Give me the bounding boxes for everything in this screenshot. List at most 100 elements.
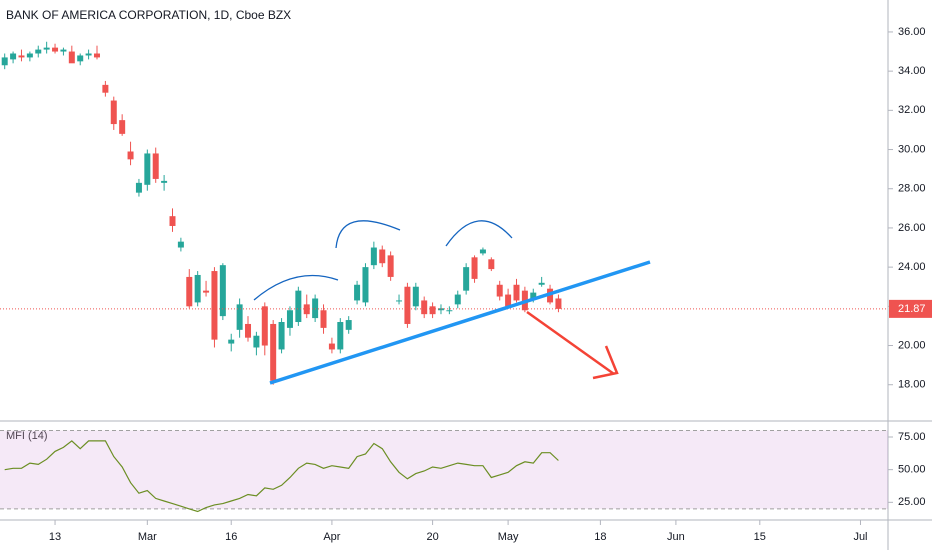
candle-body [68, 51, 75, 64]
x-tick-label: May [498, 531, 519, 543]
x-tick-label: Jun [667, 531, 685, 543]
candle-body [135, 182, 142, 193]
shoulder-arc [253, 274, 339, 301]
x-tick-label: 18 [594, 531, 606, 543]
arrow-line [526, 310, 615, 376]
candle-body [320, 310, 327, 328]
x-tick-label: Apr [323, 531, 340, 543]
y-tick-label: 36.00 [898, 26, 926, 38]
candle-body [404, 286, 411, 324]
candle-body [278, 322, 285, 350]
candle-body [530, 292, 537, 299]
trend-line [269, 260, 651, 385]
candle-body [538, 282, 545, 285]
candle-body [35, 49, 42, 54]
candle-body [77, 55, 84, 62]
candle-body [387, 255, 394, 277]
candle-body [245, 323, 252, 338]
candle-body [10, 53, 17, 60]
candle-body [119, 120, 126, 134]
candle-body [379, 249, 386, 264]
candle-body [203, 290, 210, 293]
candle-body [144, 153, 151, 185]
candle-body [513, 284, 520, 301]
candle-body [102, 84, 109, 93]
candle-body [194, 274, 201, 303]
shoulder-arc [445, 220, 513, 247]
x-tick-label: Jul [853, 531, 867, 543]
candle-body [362, 267, 369, 303]
y-tick-label: 50.00 [898, 464, 926, 476]
candle-body [479, 249, 486, 254]
candle-body [1, 57, 8, 66]
y-tick-label: 20.00 [898, 339, 926, 351]
candle-body [312, 298, 319, 319]
candle-body [337, 322, 344, 350]
chart-title: BANK OF AMERICA CORPORATION, 1D, Cboe BZ… [6, 8, 291, 22]
candle-body [429, 306, 436, 315]
x-tick-label: Mar [138, 531, 157, 543]
x-tick-label: 16 [225, 531, 237, 543]
y-tick-label: 30.00 [898, 143, 926, 155]
candle-body [488, 259, 495, 270]
y-tick-label: 26.00 [898, 222, 926, 234]
candle-body [60, 49, 67, 52]
last-price-label: 21.87 [898, 303, 926, 315]
candle-body [152, 153, 159, 179]
candle-body [253, 335, 260, 348]
y-tick-label: 32.00 [898, 104, 926, 116]
last-price-box [889, 299, 932, 318]
candle-body [161, 180, 168, 183]
candle-body [236, 304, 243, 330]
y-tick-label: 75.00 [898, 431, 926, 443]
candle-body [177, 241, 184, 248]
candle-body [52, 47, 59, 52]
head-arc [335, 220, 401, 249]
candle-body [110, 100, 117, 125]
candle-body [354, 284, 361, 301]
candle-body [270, 323, 277, 381]
candle-body [345, 320, 352, 330]
candle-body [421, 300, 428, 315]
user-drawings [253, 220, 651, 385]
candle-body [496, 284, 503, 297]
candle-body [454, 294, 461, 305]
y-tick-label: 25.00 [898, 496, 926, 508]
indicator-title: MFI (14) [6, 430, 48, 442]
candle-body [328, 343, 335, 350]
candle-body [18, 55, 25, 58]
y-tick-label: 28.00 [898, 183, 926, 195]
candle-body [286, 310, 293, 328]
x-tick-label: 13 [49, 531, 61, 543]
candle-body [93, 53, 100, 58]
candle-body [463, 267, 470, 291]
mfi-line [4, 440, 559, 513]
candle-body [446, 310, 453, 312]
y-tick-label: 34.00 [898, 65, 926, 77]
candle-body [228, 339, 235, 344]
candle-body [555, 298, 562, 309]
x-tick-label: 20 [426, 531, 438, 543]
candle-body [186, 276, 193, 307]
arrow-head [592, 345, 619, 380]
candle-body [43, 47, 50, 50]
candle-body [412, 286, 419, 307]
x-tick-label: 15 [754, 531, 766, 543]
candle-body [396, 300, 403, 302]
y-tick-label: 18.00 [898, 379, 926, 391]
y-tick-label: 24.00 [898, 261, 926, 273]
band-fill [0, 430, 888, 509]
candle-body [295, 290, 302, 323]
candle-body [211, 271, 218, 340]
candle-body [219, 265, 226, 317]
candle-body [85, 53, 92, 56]
candle-body [505, 294, 512, 307]
candle-body [169, 216, 176, 226]
candle-body [261, 306, 268, 346]
candle-body [471, 257, 478, 279]
candle-body [26, 53, 33, 58]
candle-body [127, 151, 134, 160]
candle-body [370, 247, 377, 266]
candle-body [437, 308, 444, 311]
